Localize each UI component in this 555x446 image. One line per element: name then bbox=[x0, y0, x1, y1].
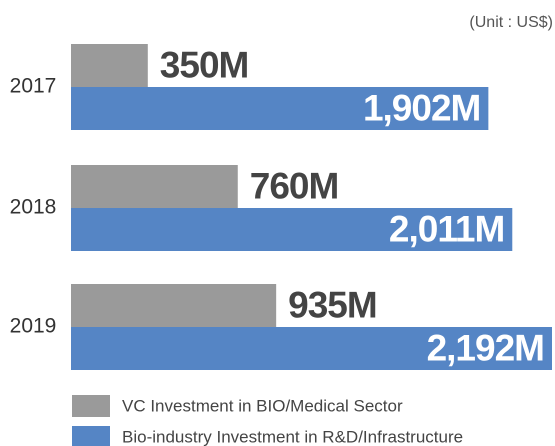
legend-swatch bbox=[72, 395, 110, 417]
unit-note: (Unit : US$) bbox=[469, 14, 553, 31]
y-tick-label: 2017 bbox=[10, 75, 57, 98]
data-label: 350M bbox=[160, 44, 249, 85]
bar bbox=[71, 87, 489, 130]
bar bbox=[71, 208, 513, 251]
legend-swatch bbox=[72, 426, 110, 446]
bar bbox=[71, 284, 277, 327]
data-label: 760M bbox=[250, 165, 339, 206]
bar bbox=[71, 44, 148, 87]
bar bbox=[71, 165, 238, 208]
legend-label: Bio-industry Investment in R&D/Infrastru… bbox=[122, 427, 463, 446]
data-label: 2,011M bbox=[389, 208, 504, 249]
y-tick-label: 2019 bbox=[10, 315, 57, 338]
data-label: 2,192M bbox=[427, 327, 544, 368]
legend-label: VC Investment in BIO/Medical Sector bbox=[122, 396, 403, 415]
bar bbox=[71, 327, 552, 370]
data-label: 1,902M bbox=[363, 87, 480, 128]
y-tick-label: 2018 bbox=[10, 196, 57, 219]
data-label: 935M bbox=[288, 284, 377, 325]
